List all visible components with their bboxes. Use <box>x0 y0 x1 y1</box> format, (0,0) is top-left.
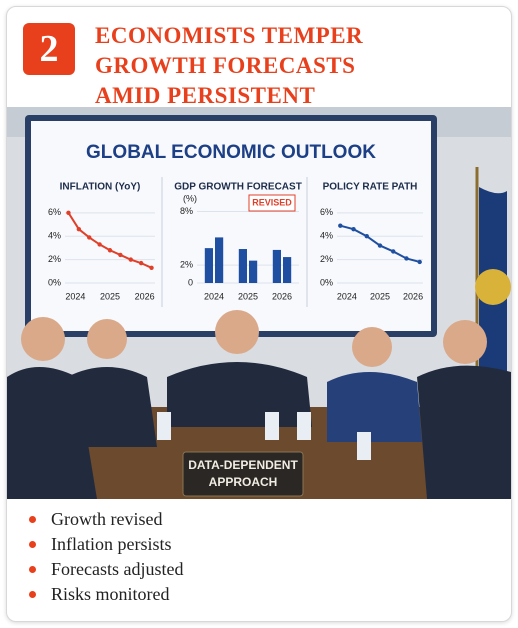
x-tick-label: 2024 <box>65 291 85 301</box>
point <box>351 227 356 232</box>
illustration: GLOBAL ECONOMIC OUTLOOK INFLATION (YoY) 0%… <box>7 107 511 499</box>
x-tick-label: 2026 <box>272 291 292 301</box>
point <box>417 259 422 265</box>
y-tick-label: 8% <box>180 206 193 216</box>
point <box>128 257 133 262</box>
y-tick-label: 2% <box>180 259 193 269</box>
x-tick-label: 2025 <box>370 291 390 301</box>
x-tick-label: 2025 <box>100 291 120 301</box>
bar <box>204 248 213 283</box>
point <box>87 235 92 240</box>
x-tick-label: 2026 <box>135 291 155 301</box>
bullet: Risks monitored <box>23 582 183 607</box>
y-tick-label: 6% <box>320 207 333 217</box>
y-tick-label: 0 <box>188 277 193 287</box>
bar <box>238 249 247 283</box>
screen <box>31 121 431 331</box>
people <box>7 310 511 499</box>
point <box>377 243 383 248</box>
y-tick-label: 4% <box>48 231 61 241</box>
bullet: Forecasts adjusted <box>23 557 183 582</box>
bullet: Inflation persists <box>23 532 183 557</box>
point <box>66 210 71 216</box>
y-axis-label: (%) <box>183 193 197 203</box>
annotation: REVISED <box>252 197 292 207</box>
y-tick-label: 6% <box>48 207 61 217</box>
glasses <box>157 412 371 460</box>
y-tick-label: 0% <box>48 277 61 287</box>
bullet-list: Growth revised Inflation persists Forecast… <box>23 507 183 607</box>
bar <box>249 260 258 283</box>
point <box>149 265 154 270</box>
bullet: Growth revised <box>23 507 183 532</box>
y-tick-label: 2% <box>320 254 333 264</box>
y-tick-label: 2% <box>48 254 61 264</box>
point <box>76 227 82 232</box>
bar <box>272 249 281 283</box>
card: 2 ECONOMISTS TEMPER GROWTH FORECASTS AMI… <box>6 6 512 622</box>
x-tick-label: 2024 <box>337 291 357 301</box>
point <box>138 260 144 266</box>
placard <box>182 451 304 497</box>
point <box>364 234 369 239</box>
point <box>338 223 343 228</box>
point <box>118 252 123 258</box>
flag-seal <box>475 269 511 305</box>
y-tick-label: 0% <box>320 277 333 287</box>
point <box>391 249 396 254</box>
point <box>97 242 102 247</box>
x-tick-label: 2025 <box>238 291 258 301</box>
bar <box>283 257 292 283</box>
bar <box>215 237 224 283</box>
placard-text: DATA-DEPENDENT APPROACH <box>188 458 298 489</box>
panel-title: INFLATION (YoY) <box>60 182 141 193</box>
screen-title: GLOBAL ECONOMIC OUTLOOK <box>86 142 376 163</box>
y-tick-label: 4% <box>320 231 333 241</box>
point <box>107 248 113 253</box>
number-badge: 2 <box>23 23 75 75</box>
panel-title: GDP GROWTH FORECAST <box>174 182 302 193</box>
annotation-box <box>248 194 296 212</box>
panel-title: POLICY RATE PATH <box>323 182 418 193</box>
x-tick-label: 2024 <box>204 291 224 301</box>
point <box>404 256 409 261</box>
x-tick-label: 2026 <box>403 291 423 301</box>
placard-text-box: DATA-DEPENDENT APPROACH <box>188 458 298 489</box>
